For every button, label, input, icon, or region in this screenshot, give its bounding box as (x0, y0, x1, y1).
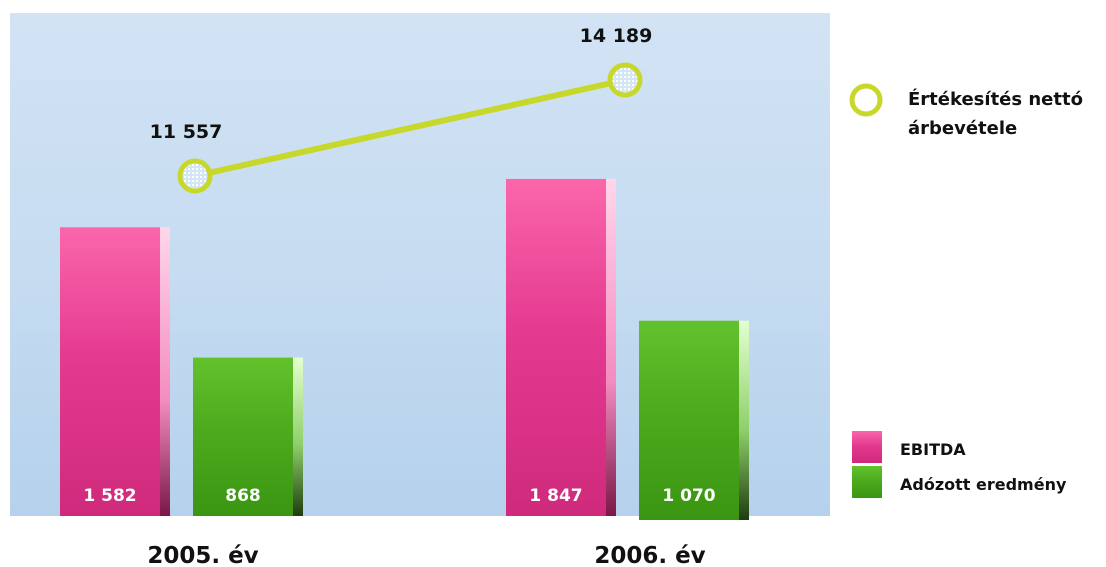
bar-value-label: 868 (225, 486, 261, 506)
bar-side-1-0 (293, 357, 303, 516)
line-value-label: 14 189 (580, 25, 653, 47)
line-point (607, 62, 643, 98)
bar-value-label: 1 070 (662, 486, 715, 506)
line-value-label: 11 557 (150, 121, 223, 143)
legend: Értékesítés nettó árbevétele EBITDA Adóz… (849, 83, 1083, 498)
category-label: 2006. év (594, 543, 705, 567)
legend-ebitda-label: EBITDA (900, 440, 966, 459)
line-point (177, 158, 213, 194)
bar-adózott-eredmény-1 (639, 320, 739, 520)
category-label: 2005. év (147, 543, 258, 567)
bar-ebitda-1 (506, 178, 606, 517)
bar-side-0-0 (160, 227, 170, 516)
line-segment (194, 77, 626, 179)
bar-ebitda-0 (60, 227, 160, 516)
legend-line-label-1: Értékesítés nettó (908, 88, 1083, 110)
legend-ebitda-swatch (852, 431, 882, 463)
bar-value-label: 1 847 (529, 486, 582, 506)
bar-value-label: 1 582 (83, 486, 136, 506)
legend-adozott-swatch (852, 466, 882, 498)
bars (60, 178, 749, 520)
legend-adozott-label: Adózott eredmény (900, 475, 1067, 494)
bar-adózott-eredmény-0 (193, 357, 293, 516)
labels: 1 582 868 2005. év 1 847 1 070 2006. év 11 557… (83, 25, 715, 567)
line-series (177, 62, 643, 194)
legend-line-marker (849, 83, 883, 117)
legend-line-label-2: árbevétele (908, 118, 1017, 139)
bar-side-1-1 (739, 320, 749, 520)
bar-side-0-1 (606, 178, 616, 517)
